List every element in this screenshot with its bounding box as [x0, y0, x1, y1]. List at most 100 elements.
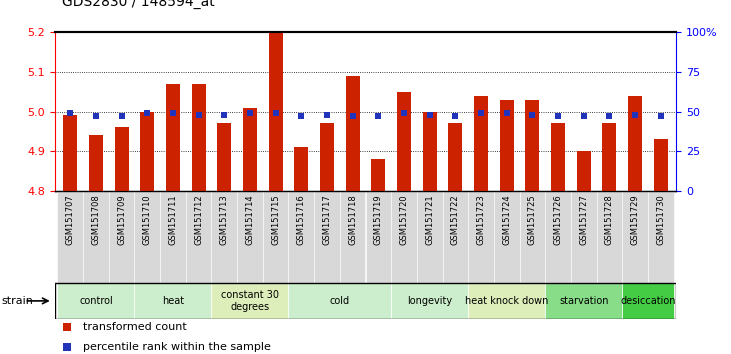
Bar: [115, 127, 129, 354]
Text: heat: heat: [162, 296, 184, 306]
Bar: [423, 112, 436, 354]
Text: percentile rank within the sample: percentile rank within the sample: [83, 342, 270, 352]
Bar: [654, 139, 668, 354]
Text: starvation: starvation: [559, 296, 608, 306]
Point: [141, 110, 153, 116]
Text: GSM151720: GSM151720: [400, 194, 409, 245]
Text: GSM151729: GSM151729: [631, 194, 640, 245]
Text: GSM151712: GSM151712: [194, 194, 203, 245]
Bar: [289, 191, 314, 283]
Text: GSM151730: GSM151730: [656, 194, 665, 245]
Point: [501, 110, 512, 116]
Bar: [83, 191, 109, 283]
Bar: [545, 283, 622, 319]
Text: GSM151710: GSM151710: [143, 194, 152, 245]
Point: [219, 112, 230, 118]
Point: [64, 110, 76, 116]
Bar: [596, 191, 622, 283]
Text: GSM151716: GSM151716: [297, 194, 306, 245]
Text: GSM151711: GSM151711: [168, 194, 178, 245]
Text: strain: strain: [1, 296, 34, 306]
Text: transformed count: transformed count: [83, 322, 186, 332]
Bar: [622, 283, 673, 319]
Bar: [160, 191, 186, 283]
Text: GSM151708: GSM151708: [91, 194, 100, 245]
Text: GSM151719: GSM151719: [374, 194, 383, 245]
Text: desiccation: desiccation: [620, 296, 675, 306]
Point: [475, 110, 487, 116]
Text: GSM151728: GSM151728: [605, 194, 614, 245]
Text: GSM151714: GSM151714: [246, 194, 254, 245]
Bar: [577, 151, 591, 354]
Point: [578, 113, 590, 119]
Text: GSM151713: GSM151713: [220, 194, 229, 245]
Text: GDS2830 / 148594_at: GDS2830 / 148594_at: [62, 0, 215, 9]
Bar: [89, 135, 103, 354]
Bar: [268, 32, 283, 354]
Text: control: control: [79, 296, 113, 306]
Point: [473, 92, 485, 98]
Point: [450, 113, 461, 119]
Bar: [58, 191, 83, 283]
Text: GSM151717: GSM151717: [322, 194, 331, 245]
Bar: [494, 191, 520, 283]
Text: heat knock down: heat knock down: [465, 296, 548, 306]
Bar: [448, 124, 463, 354]
Point: [398, 110, 410, 116]
Bar: [289, 283, 391, 319]
Bar: [340, 191, 366, 283]
Text: GSM151727: GSM151727: [579, 194, 588, 245]
Bar: [166, 84, 180, 354]
Text: GSM151726: GSM151726: [553, 194, 563, 245]
Bar: [397, 92, 411, 354]
Bar: [237, 191, 263, 283]
Bar: [135, 283, 211, 319]
Bar: [211, 283, 289, 319]
Bar: [371, 159, 385, 354]
Point: [321, 112, 333, 118]
Bar: [366, 191, 391, 283]
Bar: [628, 96, 642, 354]
Bar: [217, 124, 231, 354]
Point: [115, 113, 127, 119]
Point: [424, 112, 436, 118]
Point: [373, 113, 385, 119]
Point: [90, 113, 102, 119]
Bar: [622, 191, 648, 283]
Bar: [468, 191, 494, 283]
Bar: [314, 191, 340, 283]
Bar: [500, 99, 514, 354]
Bar: [468, 283, 545, 319]
Bar: [391, 191, 417, 283]
Bar: [135, 191, 160, 283]
Text: constant 30
degrees: constant 30 degrees: [221, 290, 279, 312]
Text: GSM151724: GSM151724: [502, 194, 511, 245]
Bar: [109, 191, 135, 283]
Bar: [186, 191, 211, 283]
Point: [270, 110, 281, 116]
Bar: [520, 191, 545, 283]
Bar: [192, 84, 205, 354]
Bar: [58, 283, 135, 319]
Bar: [602, 124, 616, 354]
Text: GSM151721: GSM151721: [425, 194, 434, 245]
Point: [629, 112, 641, 118]
Bar: [526, 99, 539, 354]
Bar: [63, 115, 77, 354]
Text: GSM151707: GSM151707: [66, 194, 75, 245]
Bar: [140, 112, 154, 354]
Text: GSM151722: GSM151722: [451, 194, 460, 245]
Bar: [648, 191, 673, 283]
Bar: [263, 191, 289, 283]
Text: GSM151715: GSM151715: [271, 194, 280, 245]
Text: GSM151718: GSM151718: [348, 194, 357, 245]
Text: GSM151725: GSM151725: [528, 194, 537, 245]
Point: [552, 113, 564, 119]
Bar: [346, 76, 360, 354]
Bar: [571, 191, 596, 283]
Point: [655, 113, 667, 119]
Point: [167, 110, 179, 116]
Bar: [442, 191, 468, 283]
Text: GSM151709: GSM151709: [117, 194, 126, 245]
Point: [526, 112, 538, 118]
